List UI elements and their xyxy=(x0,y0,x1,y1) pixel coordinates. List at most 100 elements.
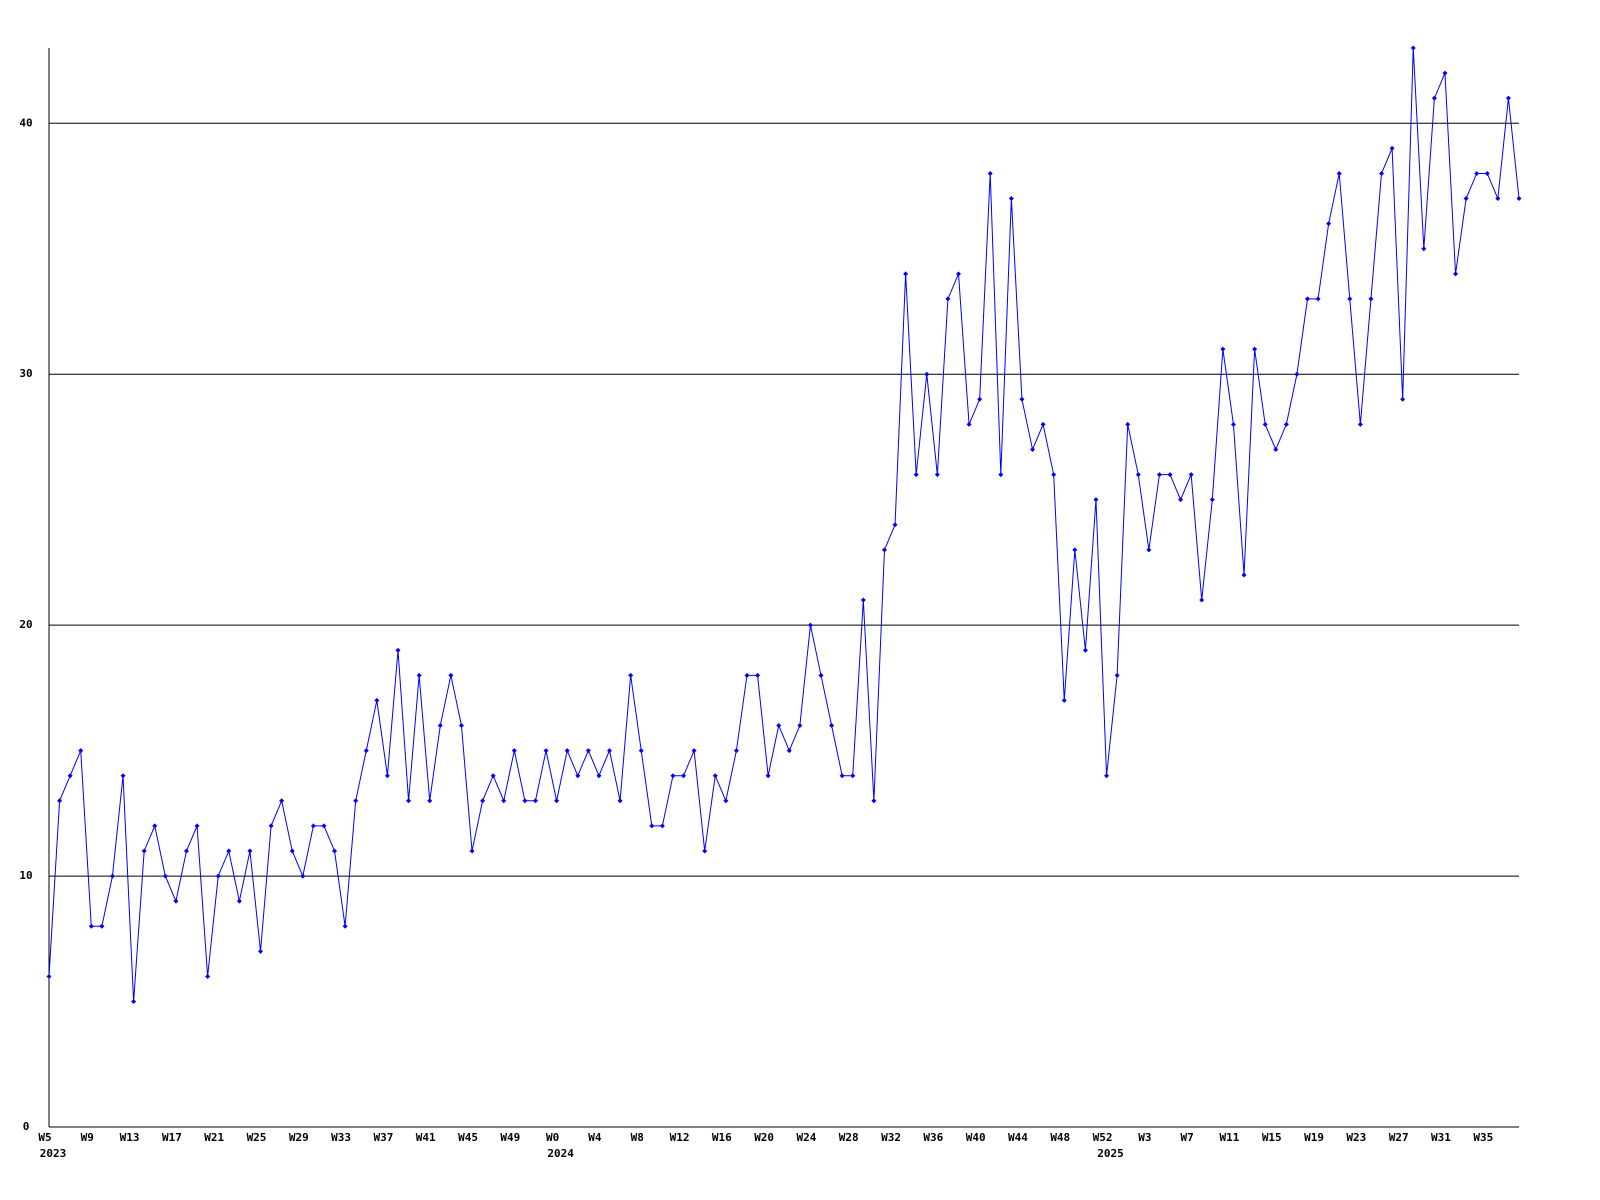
point-marker xyxy=(532,798,538,804)
point-marker xyxy=(310,823,316,829)
point-marker xyxy=(638,748,644,754)
point-marker xyxy=(1262,421,1268,427)
point-marker xyxy=(1156,472,1162,478)
point-marker xyxy=(797,723,803,729)
point-marker xyxy=(575,773,581,779)
point-marker xyxy=(998,472,1004,478)
point-marker xyxy=(300,873,306,879)
point-marker xyxy=(1453,271,1459,277)
point-marker xyxy=(384,773,390,779)
point-marker xyxy=(1347,296,1353,302)
point-marker xyxy=(236,898,242,904)
point-marker xyxy=(881,547,887,553)
point-marker xyxy=(522,798,528,804)
point-marker xyxy=(1051,472,1057,478)
x-tick-label: W28 xyxy=(839,1131,859,1144)
point-marker xyxy=(363,748,369,754)
point-marker xyxy=(131,999,137,1005)
point-marker xyxy=(733,748,739,754)
point-marker xyxy=(57,798,63,804)
point-marker xyxy=(469,848,475,854)
x-tick-label: W11 xyxy=(1220,1131,1240,1144)
point-marker xyxy=(1516,196,1522,202)
point-marker xyxy=(945,296,951,302)
point-marker xyxy=(183,848,189,854)
x-tick-label: W5 xyxy=(38,1131,51,1144)
point-marker xyxy=(279,798,285,804)
point-marker xyxy=(723,798,729,804)
point-marker xyxy=(1199,597,1205,603)
point-marker xyxy=(194,823,200,829)
point-marker xyxy=(46,973,52,979)
point-marker xyxy=(818,672,824,678)
x-tick-label: W23 xyxy=(1346,1131,1366,1144)
point-marker xyxy=(501,798,507,804)
point-marker xyxy=(585,748,591,754)
point-marker xyxy=(1357,421,1363,427)
point-marker xyxy=(554,798,560,804)
point-marker xyxy=(702,848,708,854)
point-marker xyxy=(934,472,940,478)
point-marker xyxy=(226,848,232,854)
point-marker xyxy=(416,672,422,678)
point-marker xyxy=(353,798,359,804)
point-marker xyxy=(215,873,221,879)
point-marker xyxy=(1421,246,1427,252)
point-marker xyxy=(543,748,549,754)
point-marker xyxy=(1326,221,1332,227)
point-marker xyxy=(120,773,126,779)
point-marker xyxy=(1379,170,1385,176)
point-marker xyxy=(247,848,253,854)
point-marker xyxy=(342,923,348,929)
point-marker xyxy=(786,748,792,754)
point-marker xyxy=(321,823,327,829)
point-marker xyxy=(1283,421,1289,427)
y-tick-label: 10 xyxy=(19,869,32,882)
point-marker xyxy=(977,396,983,402)
x-tick-label: W8 xyxy=(631,1131,644,1144)
x-year-label: 2025 xyxy=(1097,1147,1124,1160)
x-tick-label: W33 xyxy=(331,1131,351,1144)
x-tick-label: W35 xyxy=(1473,1131,1493,1144)
point-marker xyxy=(1061,697,1067,703)
point-marker xyxy=(1294,371,1300,377)
point-marker xyxy=(712,773,718,779)
x-tick-label: W13 xyxy=(120,1131,140,1144)
point-marker xyxy=(1114,672,1120,678)
series-line xyxy=(48,47,1520,1002)
x-tick-label: W32 xyxy=(881,1131,901,1144)
point-marker xyxy=(1252,346,1258,352)
point-marker xyxy=(1474,170,1480,176)
point-marker xyxy=(607,748,613,754)
y-tick-label: 30 xyxy=(19,367,32,380)
x-tick-label: W31 xyxy=(1431,1131,1451,1144)
x-tick-label: W27 xyxy=(1389,1131,1409,1144)
point-marker xyxy=(1315,296,1321,302)
x-tick-label: W41 xyxy=(416,1131,436,1144)
point-marker xyxy=(258,948,264,954)
point-marker xyxy=(1273,446,1279,452)
point-marker xyxy=(1093,497,1099,503)
point-marker xyxy=(871,798,877,804)
point-marker xyxy=(1178,497,1184,503)
x-tick-label: W16 xyxy=(712,1131,732,1144)
point-marker xyxy=(1125,421,1131,427)
point-marker xyxy=(628,672,634,678)
point-marker xyxy=(765,773,771,779)
point-marker xyxy=(1241,572,1247,578)
x-tick-label: W45 xyxy=(458,1131,478,1144)
point-marker xyxy=(1484,170,1490,176)
x-tick-label: W25 xyxy=(247,1131,267,1144)
point-marker xyxy=(617,798,623,804)
point-marker xyxy=(395,647,401,653)
x-tick-label: W17 xyxy=(162,1131,182,1144)
point-marker xyxy=(289,848,295,854)
point-marker xyxy=(691,748,697,754)
point-marker xyxy=(268,823,274,829)
x-tick-label: W3 xyxy=(1138,1131,1151,1144)
point-marker xyxy=(659,823,665,829)
x-tick-label: W36 xyxy=(923,1131,943,1144)
point-marker xyxy=(903,271,909,277)
